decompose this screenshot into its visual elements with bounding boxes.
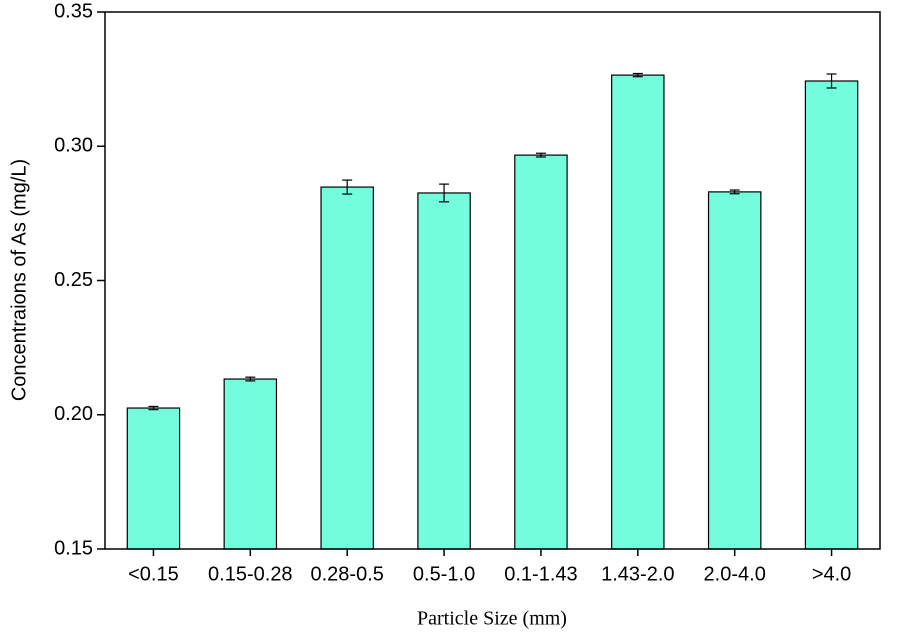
x-tick-label: 0.5-1.0 [413, 563, 475, 585]
y-tick-label: 0.30 [54, 135, 93, 157]
y-tick-label: 0.20 [54, 403, 93, 425]
y-tick-label: 0.15 [54, 537, 93, 559]
x-tick-label: >4.0 [812, 563, 851, 585]
bar [514, 154, 568, 550]
bar [417, 192, 471, 550]
y-tick-label: 0.25 [54, 269, 93, 291]
x-tick-label: 2.0-4.0 [704, 563, 766, 585]
x-tick-label: <0.15 [128, 563, 179, 585]
x-tick-label: 0.1-1.43 [504, 563, 577, 585]
x-axis-label: Particle Size (mm) [417, 608, 567, 630]
y-axis-label: Concentraions of As (mg/L) [8, 159, 30, 401]
bar [223, 378, 278, 550]
y-tick-label: 0.35 [54, 0, 93, 22]
bar [707, 191, 762, 550]
bar [126, 407, 181, 550]
bar [804, 80, 859, 550]
plot-frame [104, 11, 881, 550]
x-tick-label: 1.43-2.0 [601, 563, 674, 585]
bar [611, 74, 665, 550]
x-tick-label: 0.15-0.28 [208, 563, 293, 585]
x-tick-label: 0.28-0.5 [310, 563, 383, 585]
bar [320, 186, 374, 550]
